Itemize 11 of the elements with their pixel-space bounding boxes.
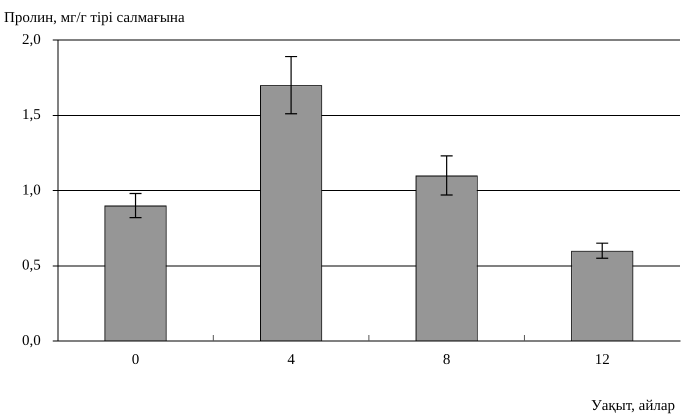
y-tick-label: 1,0 [22, 182, 41, 198]
y-tick-label: 2,0 [22, 32, 41, 48]
x-tick-label: 4 [287, 352, 296, 368]
x-axis-title: Уақыт, айлар [591, 398, 675, 414]
x-tick-label: 0 [132, 352, 140, 368]
y-tick-label: 1,5 [22, 107, 41, 124]
x-tick-label: 12 [594, 352, 610, 368]
y-tick-label: 0,5 [22, 258, 41, 274]
y-tick-label: 0,0 [22, 332, 41, 349]
y-axis-title: Пролин, мг/г тірі салмағына [4, 10, 185, 26]
x-tick-label: 8 [442, 352, 450, 368]
